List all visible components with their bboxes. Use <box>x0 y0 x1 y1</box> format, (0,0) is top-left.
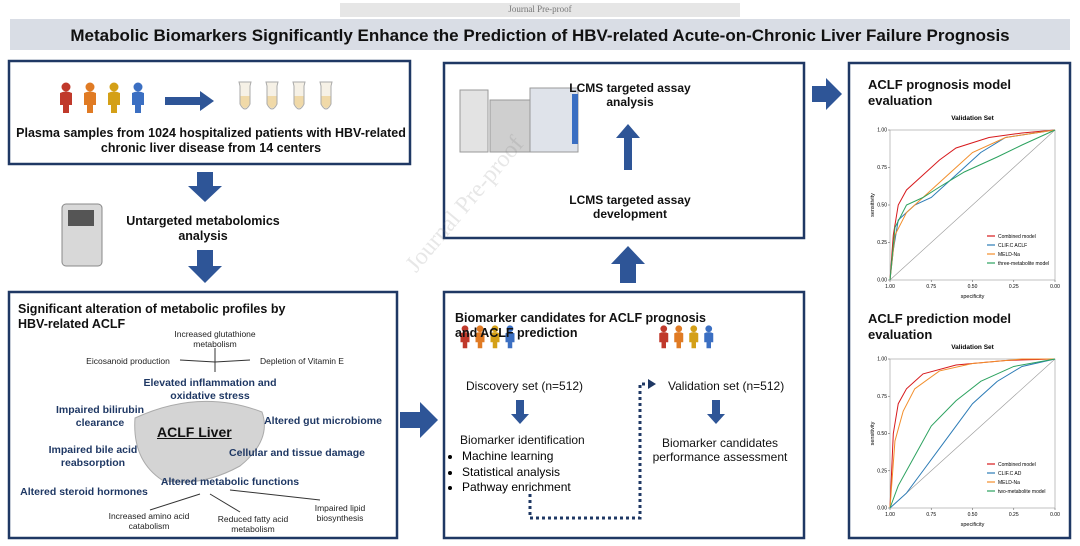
samples-text: Plasma samples from 1024 hospitalized pa… <box>16 126 406 155</box>
dotted-arrowhead <box>648 379 656 389</box>
y-tick-label: 0.50 <box>877 431 887 437</box>
x-axis-label: specificity <box>961 294 985 300</box>
x-tick-label: 1.00 <box>885 284 895 290</box>
untargeted-text: Untargeted metabolomics analysis <box>126 214 280 243</box>
effect: Altered metabolic functions <box>160 476 300 488</box>
effect: Altered gut microbiome <box>264 415 382 427</box>
x-tick-label: 0.25 <box>1009 284 1019 290</box>
method: Statistical analysis <box>462 465 571 481</box>
effect: Increased amino acid catabolism <box>108 511 190 532</box>
roc-curve <box>889 129 1056 281</box>
roc-curve <box>889 129 1056 281</box>
x-tick-label: 0.25 <box>1009 512 1019 518</box>
watermark: Journal Pre-proof <box>508 4 572 14</box>
x-tick-label: 1.00 <box>885 512 895 518</box>
y-axis-label: sensitivity <box>870 193 876 217</box>
effect: Depletion of Vitamin E <box>260 356 344 366</box>
roc-curve <box>889 358 1056 509</box>
chart-heading: ACLF prognosis model evaluation <box>868 77 1011 108</box>
effect: Elevated inflammation and oxidative stre… <box>143 377 277 402</box>
panel-frames <box>7 59 1072 540</box>
chart-title: Validation Set <box>951 344 994 351</box>
y-tick-label: 1.00 <box>877 128 887 134</box>
x-tick-label: 0.00 <box>1050 284 1060 290</box>
y-tick-label: 0.00 <box>877 506 887 512</box>
discovery-set: Discovery set (n=512) <box>466 379 584 393</box>
effect: Impaired bilirubin clearance <box>55 404 145 429</box>
method-list: Machine learning Statistical analysis Pa… <box>446 449 571 496</box>
y-tick-label: 0.50 <box>877 203 887 209</box>
biomarker-title: Biomarker candidates for ACLF prognosis … <box>455 311 706 340</box>
dotted-connector <box>528 382 652 520</box>
validation-set: Validation set (n=512) <box>668 379 785 393</box>
y-tick-label: 0.25 <box>877 240 887 246</box>
legend-label: CLIF.C ACLF <box>998 243 1027 249</box>
legend-label: three-metabolite model <box>998 261 1049 267</box>
organ-label: ACLF Liver <box>157 424 232 440</box>
liver-illustration <box>134 348 321 513</box>
x-tick-label: 0.00 <box>1050 512 1060 518</box>
roc-curve <box>889 358 1056 509</box>
effect: Increased glutathione metabolism <box>174 329 256 350</box>
legend-label: MELD-Na <box>998 252 1020 258</box>
effect: Impaired bile acid reabsorption <box>48 444 138 469</box>
x-tick-label: 0.75 <box>926 512 936 518</box>
chart-heading: ACLF prediction model evaluation <box>868 311 1011 342</box>
x-tick-label: 0.50 <box>968 512 978 518</box>
reference-diagonal <box>889 129 1056 281</box>
y-tick-label: 0.75 <box>877 165 887 171</box>
y-tick-label: 0.75 <box>877 394 887 400</box>
legend-label: Combined model <box>998 462 1036 468</box>
watermark-bar <box>340 3 740 17</box>
chart-title: Validation Set <box>951 115 994 122</box>
effect: Impaired lipid biosynthesis <box>314 503 366 524</box>
y-tick-label: 1.00 <box>877 357 887 363</box>
effect: Cellular and tissue damage <box>229 447 365 459</box>
x-axis-label: specificity <box>961 522 985 528</box>
effect: Reduced fatty acid metabolism <box>217 514 289 535</box>
lcms-development: LCMS targeted assay development <box>569 193 691 222</box>
effect: Eicosanoid production <box>86 356 170 366</box>
legend-label: CLIF.C AD <box>998 471 1022 477</box>
assessment: Biomarker candidates performance assessm… <box>652 436 788 465</box>
y-tick-label: 0.25 <box>877 468 887 474</box>
reference-diagonal <box>889 358 1056 509</box>
identification: Biomarker identification <box>460 433 585 447</box>
header-title: Metabolic Biomarkers Significantly Enhan… <box>70 26 1010 45</box>
method: Pathway enrichment <box>462 480 571 496</box>
x-tick-label: 0.75 <box>926 284 936 290</box>
x-tick-label: 0.50 <box>968 284 978 290</box>
roc-curve <box>889 129 1056 281</box>
y-tick-label: 0.00 <box>877 278 887 284</box>
flow-arrows <box>165 78 842 438</box>
sample-tubes <box>238 81 333 110</box>
y-axis-label: sensitivity <box>870 421 876 445</box>
header-bar <box>10 19 1070 50</box>
roc-curve <box>889 358 1055 509</box>
lcms-analysis: LCMS targeted assay analysis <box>569 81 691 110</box>
alterations-title: Significant alteration of metabolic prof… <box>18 302 286 331</box>
legend-label: MELD-Na <box>998 480 1020 486</box>
method: Machine learning <box>462 449 571 465</box>
roc-curve <box>889 129 1056 281</box>
legend-label: Combined model <box>998 234 1036 240</box>
instruments <box>61 87 579 267</box>
legend-label: two-metabolite model <box>998 489 1046 495</box>
effect: Altered steroid hormones <box>20 486 148 498</box>
